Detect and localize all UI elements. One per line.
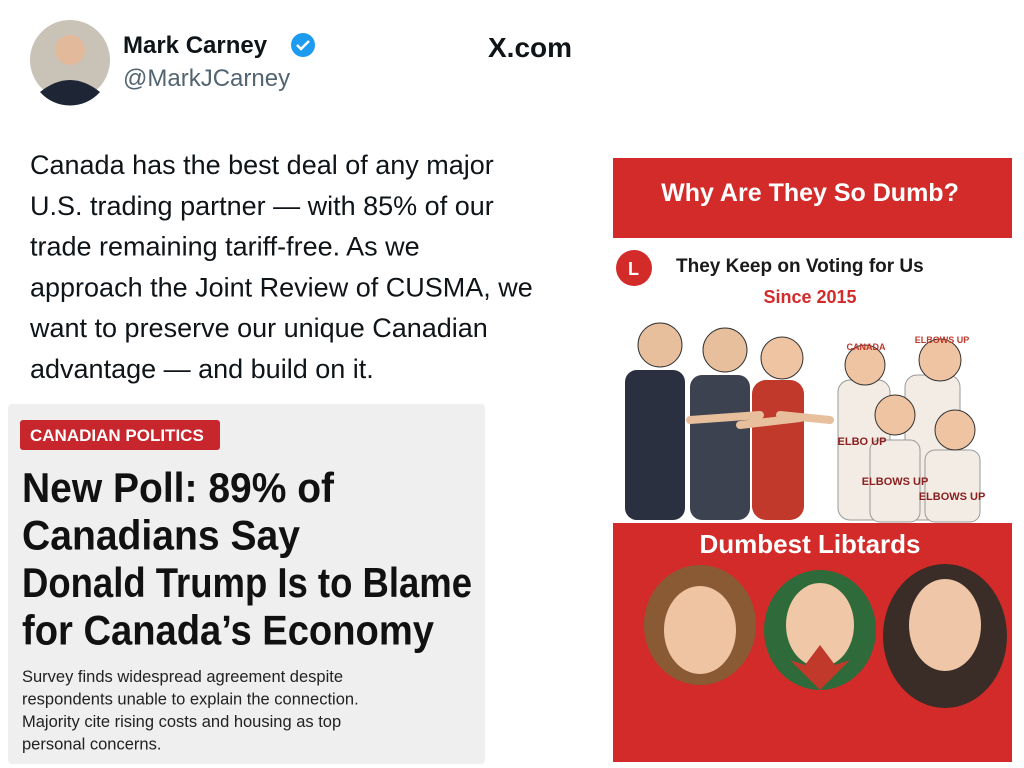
hat-label: ELBO UP: [838, 436, 887, 448]
hat-label: CANADA: [847, 342, 886, 352]
article-tag: CANADIAN POLITICS: [30, 426, 204, 445]
figure-shirt: [924, 449, 981, 523]
figure-head: [844, 344, 886, 386]
maple-leaf: [790, 645, 850, 690]
pointing-arms: [686, 411, 834, 429]
tweet-body: Canada has the best deal of any major U.S…: [29, 150, 533, 384]
tweet-line: Canada has the best deal of any major: [30, 150, 494, 180]
figure-head: [637, 322, 683, 368]
headline-line: Canadians Say: [22, 512, 301, 559]
figure-head: [934, 409, 976, 451]
article-background: [8, 404, 485, 764]
source-label: X.com: [488, 32, 572, 63]
cartoon-politicians: [625, 322, 834, 520]
tweet-header: Mark Carney @MarkJCarney X.com: [30, 20, 572, 106]
face-portraits: [644, 564, 1007, 708]
cartoon-subtitle: Since 2015: [763, 287, 856, 307]
figure-suit: [625, 370, 685, 520]
tweet-line: want to preserve our unique Canadian: [29, 313, 488, 343]
headline-line: Donald Trump Is to Blame: [22, 559, 472, 606]
summary-line: Majority cite rising costs and housing a…: [22, 713, 341, 731]
portrait-face: [909, 579, 981, 671]
tweet-line: trade remaining tariff-free. As we: [30, 232, 420, 262]
avatar-suit: [40, 80, 100, 106]
headline-line: New Poll: 89% of: [22, 464, 335, 511]
party-logo-letter: L: [628, 259, 639, 279]
verified-badge: [291, 33, 315, 57]
meme-footer: Dumbest Libtards: [699, 529, 920, 559]
author-name: Mark Carney: [123, 32, 268, 59]
article-summary: Survey finds widespread agreement despit…: [22, 668, 359, 754]
summary-line: Survey finds widespread agreement despit…: [22, 668, 343, 686]
meme-panel: Why Are They So Dumb? L They Keep on Vot…: [613, 158, 1012, 762]
summary-line: personal concerns.: [22, 736, 161, 754]
headline-line: for Canada’s Economy: [22, 607, 435, 654]
article-card: CANADIAN POLITICS New Poll: 89% ofCanadi…: [8, 404, 485, 764]
hat-label: ELBOWS UP: [919, 491, 986, 503]
figure-head: [918, 338, 962, 382]
hat-label: ELBOWS UP: [862, 476, 929, 488]
cartoon-supporters: CANADA ELBOWS UP ELBO UP ELBOWS UP ELBOW…: [837, 335, 986, 523]
cartoon-title: They Keep on Voting for Us: [676, 256, 924, 277]
avatar-face: [55, 35, 85, 65]
article-tag-background: [20, 420, 220, 450]
summary-line: respondents unable to explain the connec…: [22, 691, 359, 709]
tweet-line: approach the Joint Review of CUSMA, we: [30, 272, 533, 302]
verified-check: [296, 40, 310, 51]
figure-suit: [690, 375, 750, 520]
author-handle: @MarkJCarney: [123, 65, 290, 92]
figure-head: [702, 327, 748, 373]
hat-label: ELBOWS UP: [915, 335, 970, 345]
figure-head: [874, 394, 916, 436]
figure-head: [760, 336, 804, 380]
figure-dress: [752, 380, 804, 520]
tweet-line: U.S. trading partner — with 85% of our: [30, 191, 494, 221]
meme-header: Why Are They So Dumb?: [661, 179, 959, 207]
portrait-face: [786, 583, 854, 667]
figure-shirt: [869, 439, 921, 523]
portrait-face: [664, 586, 736, 674]
tweet-line: advantage — and build on it.: [30, 354, 374, 384]
party-logo: [616, 250, 652, 286]
